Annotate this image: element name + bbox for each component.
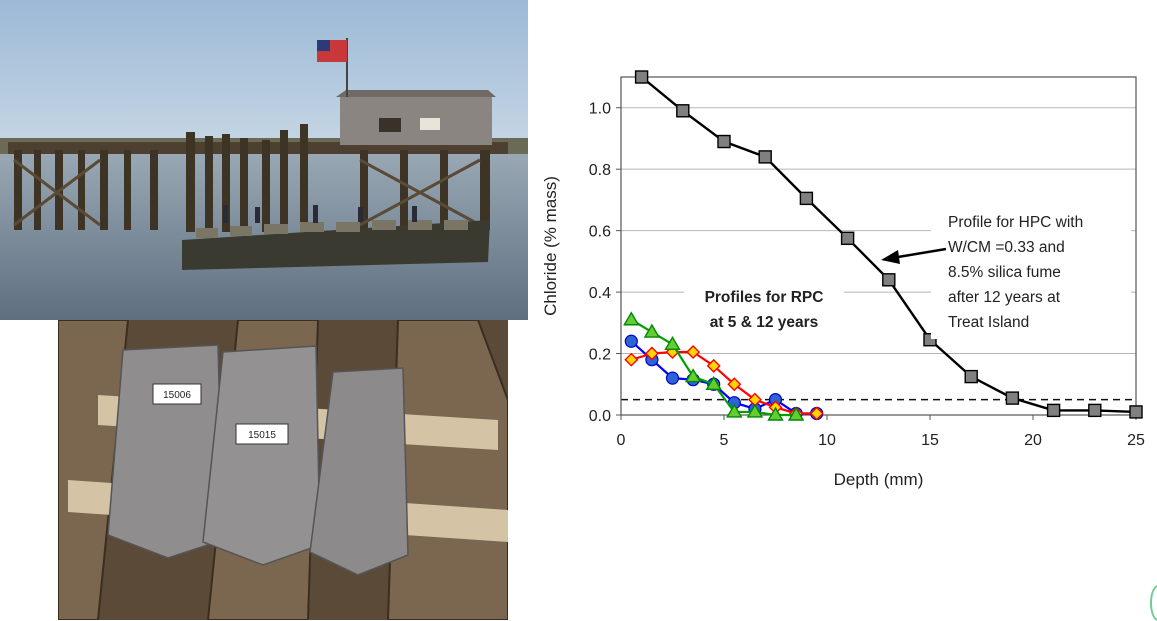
data-point-square	[1005, 391, 1020, 405]
plot-frame	[620, 76, 1137, 416]
data-point-diamond	[644, 346, 659, 361]
data-point-triangle	[726, 403, 743, 418]
data-point-square	[964, 369, 978, 384]
data-point-square	[758, 150, 772, 164]
pier-photo	[0, 0, 528, 320]
data-point-square	[840, 231, 855, 246]
annotation-arrowhead	[881, 250, 900, 264]
y-tick-label: 0.0	[589, 408, 611, 425]
series-layer	[623, 70, 1143, 421]
hpc-annotation-line: Treat Island	[948, 314, 1029, 331]
data-point-triangle	[684, 368, 702, 383]
x-tick-label: 10	[818, 432, 836, 449]
x-axis-label: Depth (mm)	[834, 470, 924, 489]
data-point-triangle	[643, 323, 661, 338]
hpc-annotation-line: 8.5% silica fume	[948, 264, 1061, 281]
axes: 0.0 0.2 0.4 0.6 0.8 1.0 0 5 10 15 20 25	[589, 76, 1145, 449]
data-point-square	[882, 273, 896, 287]
rpc-annotation-box	[684, 278, 844, 334]
hpc-annotation-line: Profile for HPC with	[948, 214, 1083, 231]
data-point-diamond	[727, 377, 742, 392]
slide-corner-badge	[1150, 585, 1157, 621]
annotations: Profile for HPC with W/CM =0.33 and 8.5% s…	[684, 205, 1131, 339]
y-axis-label: Chloride (% mass)	[541, 176, 560, 316]
x-tick-label: 0	[617, 432, 626, 449]
x-tick-label: 25	[1127, 432, 1145, 449]
data-point-triangle	[787, 406, 805, 421]
specimens-photo: 15006 15015	[58, 320, 508, 620]
series-line	[630, 340, 817, 415]
hpc-annotation-line: W/CM =0.33 and	[948, 239, 1065, 256]
y-tick-label: 0.6	[589, 224, 611, 241]
y-tick-label: 0.8	[589, 162, 611, 179]
specimen-label: 15015	[248, 430, 276, 441]
chloride-profile-chart: 0.0 0.2 0.4 0.6 0.8 1.0 0 5 10 15 20 25 Profile for…	[536, 62, 1156, 512]
hpc-annotation-line: after 12 years at	[948, 289, 1061, 306]
data-point-square	[717, 134, 731, 149]
x-tick-label: 15	[921, 432, 939, 449]
data-point-triangle	[767, 406, 784, 421]
x-tick-label: 20	[1024, 432, 1042, 449]
data-point-diamond	[706, 358, 721, 373]
data-point-diamond	[686, 345, 701, 359]
data-point-square	[634, 70, 649, 84]
y-tick-label: 0.2	[589, 347, 611, 364]
series-line	[630, 350, 817, 415]
data-point-diamond	[809, 406, 824, 421]
x-tick-label: 5	[720, 432, 729, 449]
data-point-triangle	[746, 403, 764, 418]
data-point-square	[1088, 403, 1102, 418]
data-point-diamond	[624, 352, 639, 367]
rpc-annotation-line: at 5 & 12 years	[710, 314, 819, 331]
data-point-triangle	[705, 375, 722, 390]
rpc-annotation-line: Profiles for RPC	[705, 289, 824, 306]
data-point-triangle	[664, 335, 681, 351]
data-point-circle	[665, 371, 680, 385]
data-point-square	[1046, 403, 1061, 418]
annotation-arrow	[897, 247, 947, 259]
data-point-triangle	[623, 311, 640, 326]
specimen-label: 15006	[163, 390, 191, 401]
data-point-square	[799, 191, 814, 206]
y-tick-label: 1.0	[589, 101, 611, 118]
data-point-circle	[624, 334, 638, 348]
data-point-square	[676, 104, 690, 118]
y-tick-label: 0.4	[589, 285, 611, 302]
data-point-square	[1129, 405, 1143, 419]
hpc-annotation-box	[931, 205, 1131, 339]
